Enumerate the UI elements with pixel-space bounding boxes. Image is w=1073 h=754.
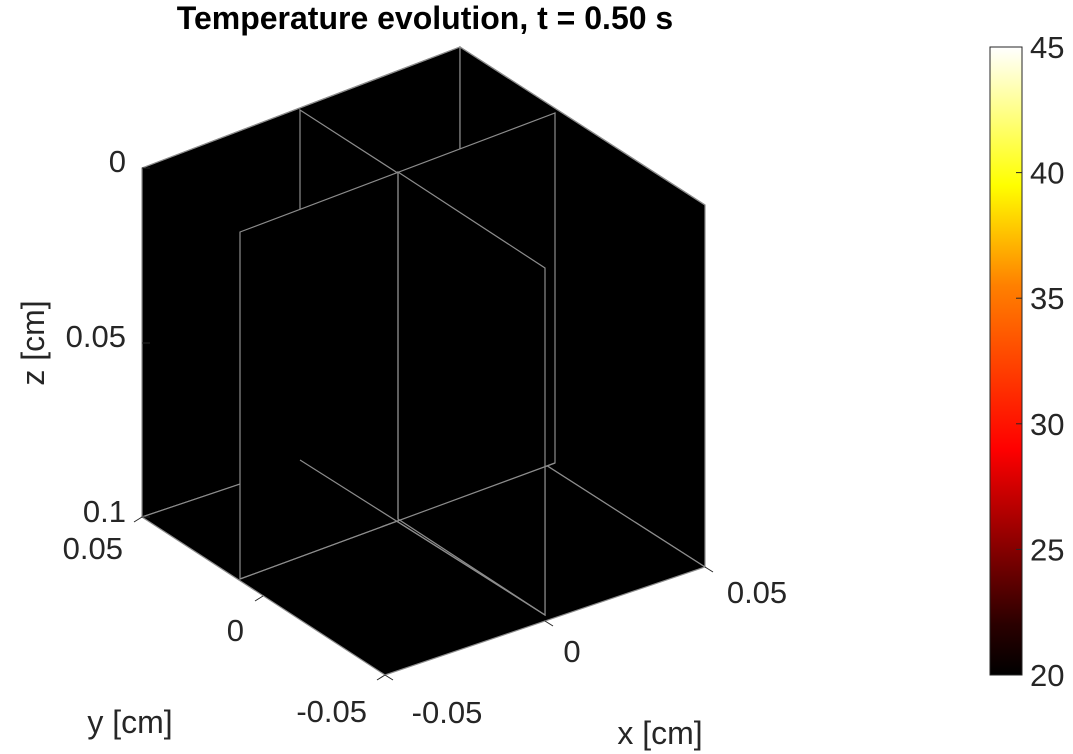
x-tick-label: -0.05 [412,695,483,730]
top-edge [141,46,706,206]
x-axis: -0.05 0 0.05 x [cm] [384,566,787,751]
colorbar-tick-label: 25 [1030,532,1064,567]
x-tick-label: 0 [563,634,580,669]
colorbar-tick-label: 45 [1030,30,1064,65]
x-tick-mark [704,566,714,573]
colorbar: 20 25 30 35 40 45 [989,30,1064,693]
colorbar-tick-label: 20 [1030,658,1064,693]
z-tick-label: 0 [109,144,126,179]
y-tick-mark [133,516,143,523]
z-axis: 0 0.05 0.1 z [cm] [15,144,150,529]
y-tick-label: -0.05 [296,694,367,729]
y-tick-label: 0.05 [63,531,123,566]
colorbar-tick-label: 30 [1030,407,1064,442]
z-axis-label: z [cm] [15,300,51,385]
slice-volume [140,45,707,676]
z-tick-label: 0.1 [83,494,126,529]
colorbar-ticks: 20 25 30 35 40 45 [1016,30,1064,693]
floor-cross-b [299,459,546,616]
z-tick-label: 0.05 [66,319,126,354]
colorbar-gradient [989,46,1023,676]
y-axis-label: y [cm] [87,704,172,740]
chart-title: Temperature evolution, t = 0.50 s [177,0,673,36]
y-axis: 0.05 0 -0.05 y [cm] [63,516,386,740]
colorbar-tick-label: 40 [1030,156,1064,191]
colorbar-tick-label: 35 [1030,281,1064,316]
x-tick-label: 0.05 [727,575,787,610]
x-tick-mark [384,674,394,681]
y-tick-mark [254,595,264,602]
y-tick-mark [376,674,386,681]
x-tick-mark [544,620,554,627]
x-axis-label: x [cm] [617,715,702,751]
y-tick-label: 0 [227,613,244,648]
